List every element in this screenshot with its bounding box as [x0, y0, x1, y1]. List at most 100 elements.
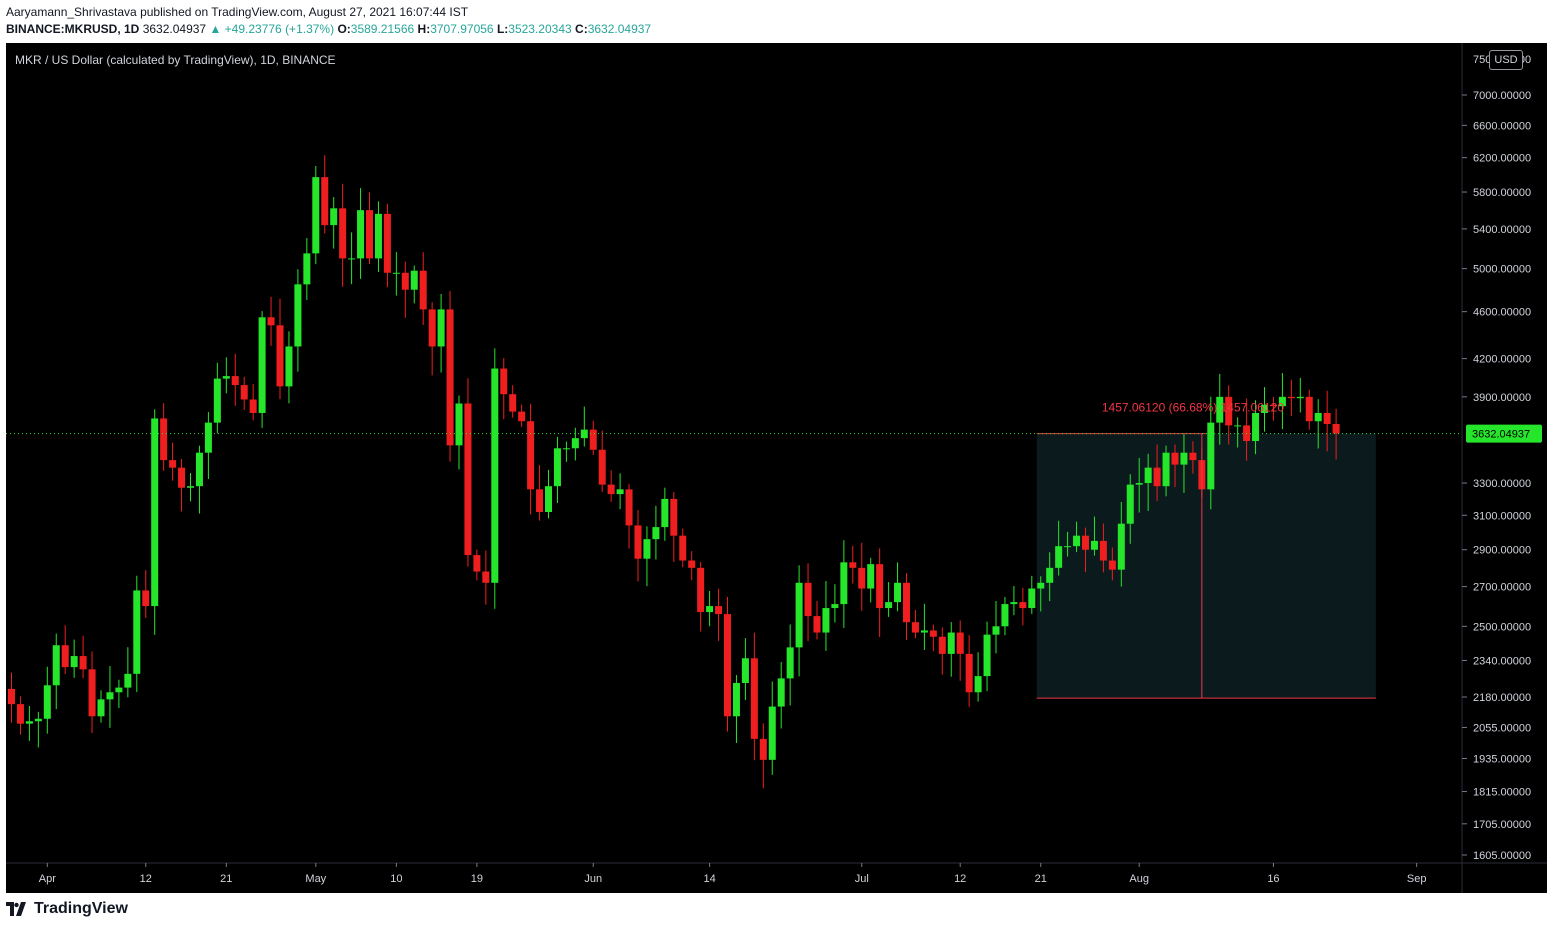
- candle: [142, 570, 150, 618]
- candle: [509, 385, 517, 418]
- candle: [1162, 445, 1170, 497]
- y-tick-label: 2500.00000: [1473, 621, 1531, 633]
- candle: [1126, 474, 1134, 544]
- candle: [965, 635, 973, 707]
- y-tick-label: 1605.00000: [1473, 850, 1531, 862]
- candle: [894, 562, 902, 612]
- candle: [437, 293, 445, 373]
- x-tick-label: 12: [954, 873, 966, 885]
- candle: [974, 652, 982, 702]
- candle: [79, 635, 87, 679]
- y-tick-label: 3100.00000: [1473, 510, 1531, 522]
- candle: [1135, 457, 1143, 513]
- candle: [938, 627, 946, 675]
- candle: [169, 442, 177, 481]
- candle: [1252, 400, 1260, 455]
- change-value: +49.23776 (+1.37%): [224, 22, 335, 36]
- candle: [1189, 441, 1197, 474]
- candle: [616, 473, 624, 510]
- candle: [1099, 523, 1107, 573]
- candle: [867, 557, 875, 603]
- candle: [151, 409, 159, 635]
- candle: [187, 473, 194, 502]
- publish-info: Aaryamann_Shrivastava published on Tradi…: [6, 5, 469, 19]
- candle: [330, 196, 338, 249]
- candle: [643, 526, 651, 587]
- open-label: O:: [337, 22, 351, 36]
- y-tick-label: 4600.00000: [1473, 307, 1531, 319]
- candle: [634, 509, 642, 582]
- candle: [706, 590, 714, 627]
- footer-brand: TradingView: [6, 900, 128, 918]
- candle: [1153, 444, 1161, 502]
- candle: [446, 290, 454, 462]
- high-label: H:: [417, 22, 431, 36]
- candle: [571, 427, 579, 461]
- candle: [813, 600, 821, 640]
- y-tick-label: 3900.00000: [1473, 392, 1531, 404]
- candle: [428, 302, 436, 376]
- candle: [1171, 444, 1179, 488]
- candle: [849, 545, 857, 584]
- candle: [500, 358, 508, 420]
- x-tick-label: 12: [140, 873, 152, 885]
- y-tick-label: 4200.00000: [1473, 354, 1531, 366]
- candle: [822, 581, 830, 651]
- candle: [124, 647, 132, 698]
- candle: [240, 376, 248, 410]
- time-axis[interactable]: Apr 12 21 May 10 19 Jun 14 Jul 12 21 Aug 16 Sep: [39, 863, 1427, 885]
- x-tick-label: 19: [471, 873, 483, 885]
- last-price-tag: 3632.04937: [1466, 424, 1542, 443]
- candle: [366, 192, 373, 265]
- symbol-label: BINANCE:MKRUSD, 1D: [6, 22, 140, 36]
- candle: [1216, 373, 1224, 445]
- candle: [231, 353, 239, 406]
- candle: [1278, 373, 1286, 430]
- candle: [956, 620, 964, 681]
- candle: [929, 624, 937, 652]
- y-tick-label: 7000.00000: [1473, 90, 1531, 102]
- candle: [795, 565, 803, 677]
- candle: [1332, 408, 1340, 460]
- candle: [553, 436, 561, 503]
- candle: [303, 237, 311, 300]
- candle: [697, 562, 705, 632]
- candle: [34, 711, 42, 748]
- x-tick-label: Jul: [855, 873, 869, 885]
- ohlc-legend: BINANCE:MKRUSD, 1D 3632.04937 ▲ +49.2377…: [6, 22, 651, 36]
- candle: [473, 549, 481, 581]
- pane-separators: [6, 43, 1547, 893]
- candle: [285, 331, 293, 404]
- candle: [527, 403, 535, 515]
- candle: [536, 465, 544, 521]
- candle: [724, 596, 731, 732]
- candle: [8, 672, 15, 723]
- candle: [1314, 399, 1322, 449]
- x-tick-label: Apr: [39, 873, 56, 885]
- candle: [858, 542, 866, 611]
- price-axis[interactable]: 7500.000007000.000006600.000006200.00000…: [1462, 54, 1531, 862]
- chart-title: MKR / US Dollar (calculated by TradingVi…: [15, 53, 336, 67]
- candle: [903, 573, 910, 640]
- candle: [97, 690, 105, 723]
- y-tick-label: 2055.00000: [1473, 722, 1531, 734]
- candle: [518, 404, 526, 427]
- candle: [321, 155, 329, 234]
- y-tick-label: 1935.00000: [1473, 754, 1531, 766]
- candlestick-chart[interactable]: MKR / US Dollar (calculated by TradingVi…: [6, 43, 1547, 893]
- candle: [876, 548, 884, 638]
- currency-button[interactable]: USD: [1489, 50, 1523, 70]
- x-tick-label: Jun: [584, 873, 602, 885]
- candle: [759, 723, 767, 789]
- measurement-lines: [1036, 433, 1376, 699]
- candle: [1019, 587, 1027, 626]
- low-value: 3523.20343: [508, 22, 572, 36]
- candle: [195, 445, 203, 514]
- candle: [1046, 552, 1054, 602]
- candle: [625, 484, 633, 549]
- candle: [992, 601, 1000, 654]
- candle: [1234, 417, 1242, 448]
- candle: [419, 252, 427, 326]
- tradingview-logo-icon: [6, 902, 26, 916]
- last-price-tag-label: 3632.04937: [1472, 429, 1530, 441]
